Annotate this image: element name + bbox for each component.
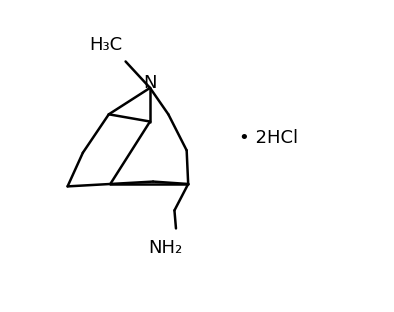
- Text: NH₂: NH₂: [148, 239, 182, 257]
- Text: • 2HCl: • 2HCl: [238, 129, 298, 147]
- Text: N: N: [143, 74, 157, 92]
- Text: H₃C: H₃C: [89, 36, 122, 54]
